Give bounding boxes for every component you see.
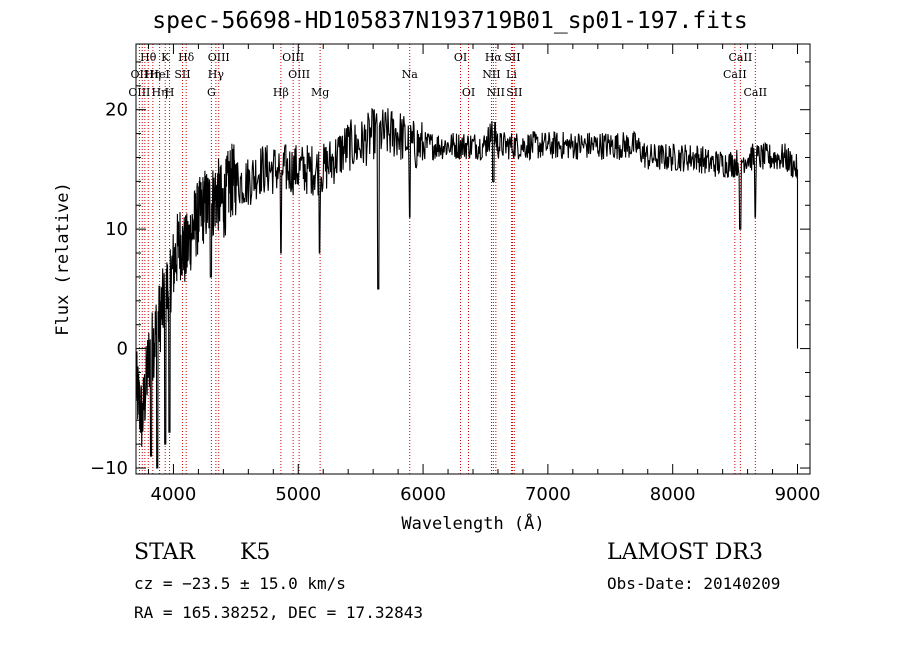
- line-label: SII: [504, 51, 520, 64]
- emission-line-markers: [138, 44, 756, 474]
- y-axis-label: Flux (relative): [53, 182, 73, 336]
- line-label: H: [165, 86, 175, 99]
- obs-date: Obs-Date: 20140209: [607, 574, 781, 593]
- line-label: NII: [482, 68, 500, 81]
- line-label: G: [207, 86, 216, 99]
- spectrum-line: [135, 107, 799, 469]
- x-tick-label: 7000: [525, 484, 571, 505]
- line-label: OII: [131, 68, 149, 81]
- line-label: HeI: [149, 68, 169, 81]
- line-label: CaII: [723, 68, 747, 81]
- line-label: OIII: [128, 86, 150, 99]
- line-label: Hγ: [208, 68, 225, 81]
- line-label: OIII: [282, 51, 304, 64]
- line-label: Hθ: [140, 51, 157, 64]
- y-tick-label: 20: [105, 100, 128, 121]
- star-subclass: K5: [240, 540, 271, 565]
- line-label: OI: [454, 51, 467, 64]
- y-tick-label: −10: [90, 458, 128, 479]
- axis-ticks: 4000 5000 6000 7000 8000 9000 −10 0 10 20: [90, 44, 820, 505]
- line-label: CaII: [729, 51, 753, 64]
- y-tick-label: 10: [105, 219, 128, 240]
- star-class: STAR: [134, 540, 195, 565]
- plot-frame: [135, 43, 811, 475]
- line-label: OIII: [288, 68, 310, 81]
- line-label: Na: [402, 68, 419, 81]
- line-label: Hη: [145, 68, 161, 81]
- x-tick-label: 4000: [151, 484, 197, 505]
- line-label: SII: [174, 68, 190, 81]
- x-tick-label: 5000: [275, 484, 321, 505]
- line-label: Hα: [485, 51, 503, 64]
- y-tick-label: 0: [117, 339, 128, 360]
- line-label: Hη: [151, 86, 167, 99]
- x-tick-label: 9000: [775, 484, 821, 505]
- line-label: Li: [506, 68, 517, 81]
- line-label: OIII: [208, 51, 230, 64]
- coordinates: RA = 165.38252, DEC = 17.32843: [134, 603, 423, 622]
- line-label: CaII: [743, 86, 767, 99]
- survey-name: LAMOST DR3: [607, 540, 763, 565]
- x-tick-label: 8000: [650, 484, 696, 505]
- x-axis-label: Wavelength (Å): [401, 512, 544, 534]
- x-tick-label: 6000: [400, 484, 446, 505]
- line-label: OI: [462, 86, 475, 99]
- line-label: K: [161, 51, 170, 64]
- line-label: Hβ: [273, 86, 289, 99]
- line-label: SII: [506, 86, 522, 99]
- line-label: Mg: [311, 86, 329, 99]
- redshift-value: cz = −23.5 ± 15.0 km/s: [134, 574, 346, 593]
- line-label: Hδ: [178, 51, 195, 64]
- line-label: NII: [487, 86, 505, 99]
- chart-title: spec-56698-HD105837N193719B01_sp01-197.f…: [152, 8, 748, 34]
